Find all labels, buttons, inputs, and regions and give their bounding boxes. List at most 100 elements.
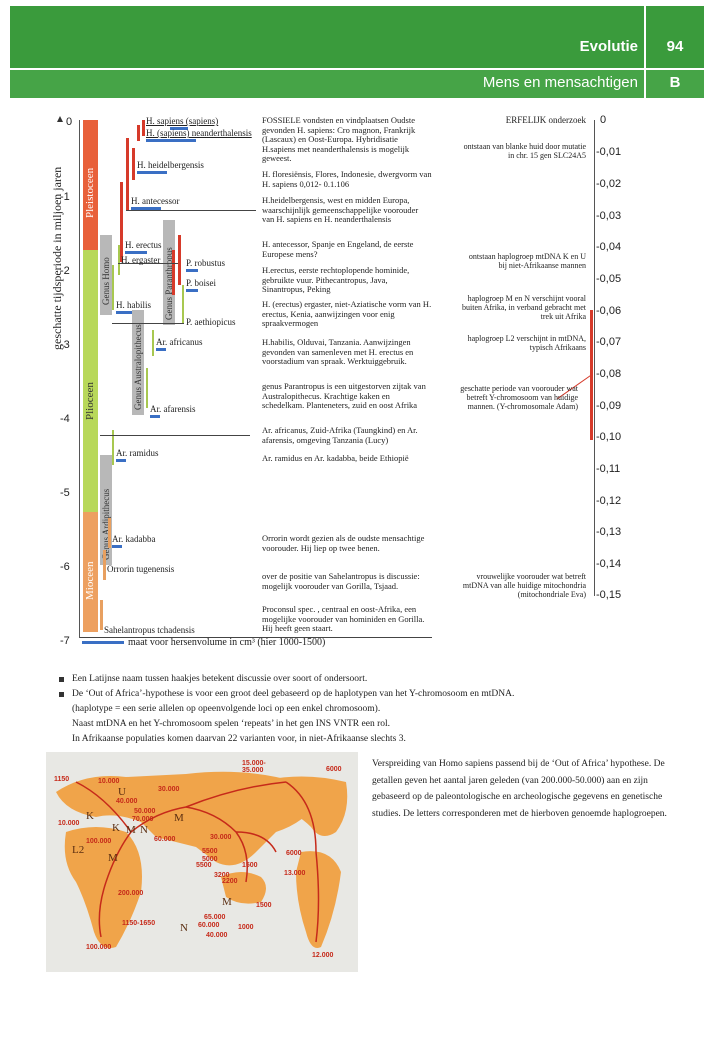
gen-tick-8: -0,08 [596,368,622,380]
bullet-icon [59,677,64,682]
genus-paranthropus-bar [163,220,175,325]
fossil-note-12: over de positie van Sahelantropus is dis… [262,571,420,591]
line-h-erectus [120,182,123,262]
gen-tick-13: -0,13 [596,526,622,538]
y-tick-5: -5 [60,487,70,499]
line-p-boisei [172,250,175,295]
y-tick-0: 0 [66,116,73,128]
map-num-20: 1500 [242,862,258,869]
gen-tick-2: -0,02 [596,178,622,190]
species-h-sapiens: H. sapiens (sapiens) [146,116,219,126]
map-num-9: 30.000 [210,834,232,841]
genetics-title: ERFELIJK onderzoek [505,115,586,125]
fossil-note-1: FOSSIELE vondsten en vindplaatsen Oudste… [262,115,416,163]
map-letter-k2: K [112,822,120,834]
world-map: 1150 10.000 30.000 40.000 50.000 70.000 … [46,752,358,972]
genetics-axis [594,120,595,596]
era-pleistoceen-label: Pleistoceen [84,167,96,218]
genus-homo-bar [100,235,112,315]
line-h-neanderthalensis [137,125,140,141]
guide-line-5 [80,637,432,638]
map-num-22: 3200 [214,872,230,879]
map-num-1: 1150 [54,776,70,783]
map-letter-m3: M [108,852,118,864]
gen-note-3: haplogroep M en N verschijnt vooral buit… [462,294,586,321]
map-letter-m4: M [222,896,232,908]
map-num-30: 1000 [238,924,254,931]
era-mioceen-bar [83,512,98,632]
section-letter-box [646,70,704,98]
map-num-31: 12.000 [312,952,334,959]
map-num-27: 65.000 [204,914,226,921]
fossil-note-13: Proconsul spec. , centraal en oost-Afrik… [262,604,425,633]
line-h-ergaster [118,245,120,275]
gen-tick-6: -0,06 [596,305,622,317]
brain-bar-h-heidelbergensis [137,171,167,174]
gen-tick-4: -0,04 [596,241,622,253]
map-letter-k1: K [86,810,94,822]
map-num-10: 5500 [202,848,218,855]
line-h-antecessor [126,138,129,210]
gen-tick-7: -0,07 [596,336,622,348]
bullet-list: Een Latijnse naam tussen haakjes beteken… [59,672,680,747]
line-h-sapiens [142,120,145,136]
chapter-subtitle: Mens en mensachtigen [482,74,638,91]
map-num-8: 60.000 [154,836,176,843]
species-ar-afarensis: Ar. afarensis [150,404,196,414]
timeline-chart: geschatte tijdsperiode in miljoen jaren … [0,110,432,650]
y-tick-1: -1 [60,191,70,203]
map-num-26: 1500 [256,902,272,909]
axis-arrow-icon [57,116,63,122]
gen-tick-1: -0,01 [596,146,622,158]
gen-note-1: ontstaan van blanke huid door mutatie in… [463,142,586,160]
bullet-item-1: Een Latijnse naam tussen haakjes beteken… [59,672,680,687]
map-num-23: 5500 [196,862,212,869]
map-num-18: 6000 [326,766,342,773]
chapter-title: Evolutie [579,38,638,55]
brain-bar-h-erectus [125,251,147,254]
map-num-16: 100.000 [86,944,112,951]
line-ar-afarensis [146,368,148,408]
genetics-column: ERFELIJK onderzoek 0 -0,01 -0,02 -0,03 -… [440,110,714,610]
species-ar-ramidus: Ar. ramidus [116,448,159,458]
subheader-bar [10,70,644,98]
gen-tick-12: -0,12 [596,495,622,507]
gen-tick-10: -0,10 [596,431,622,443]
species-ar-kadabba: Ar. kadabba [112,534,156,544]
y-axis-line [79,120,80,638]
page-number: 94 [666,38,684,55]
section-letter: B [669,74,681,91]
fossil-note-2: H. floresiënsis, Flores, Indonesie, dwer… [262,169,432,189]
gen-tick-5: -0,05 [596,273,622,285]
bullet-icon [59,692,64,697]
y-tick-3: -3 [60,339,70,351]
map-num-4: 40.000 [116,798,138,805]
map-num-28: 60.000 [198,922,220,929]
fossil-note-6: H. (erectus) ergaster, niet-Aziatische v… [262,299,432,328]
line-ar-ramidus [112,430,114,465]
species-h-neanderthalensis: H. (sapiens) neanderthalensis [146,128,252,138]
guide-line-4 [100,435,250,436]
map-num-21: 13.000 [284,870,306,877]
line-sahelantropus [100,600,103,630]
brain-bar-ar-africanus [156,348,166,351]
era-mioceen-label: Mioceen [84,561,96,600]
page-number-box [646,6,704,68]
y-tick-6: -6 [60,561,70,573]
gen-note-2: ontstaan haplogroep mtDNA K en U bij nie… [468,252,586,270]
guide-line-2 [118,263,178,264]
gen-tick-3: -0,03 [596,210,622,222]
genus-australopithecus-bar [132,310,144,415]
brain-bar-h-sapiens [170,127,188,130]
species-ar-africanus: Ar. africanus [156,337,203,347]
brain-bar-ar-kadabba [112,545,122,548]
map-num-3: 30.000 [158,786,180,793]
map-num-24: 2200 [222,878,238,885]
header-bar [10,6,644,68]
map-num-11: 5000 [202,856,218,863]
y-tick-2: -2 [60,265,70,277]
gen-note-5: geschatte periode van voorouder wat betr… [460,384,578,411]
gen-note-6: vrouwelijke voorouder wat betreft mtDNA … [462,572,586,599]
fossil-note-7: H.habilis, Olduvai, Tanzania. Aanwijzing… [262,337,414,366]
line-p-robustus [178,235,181,285]
